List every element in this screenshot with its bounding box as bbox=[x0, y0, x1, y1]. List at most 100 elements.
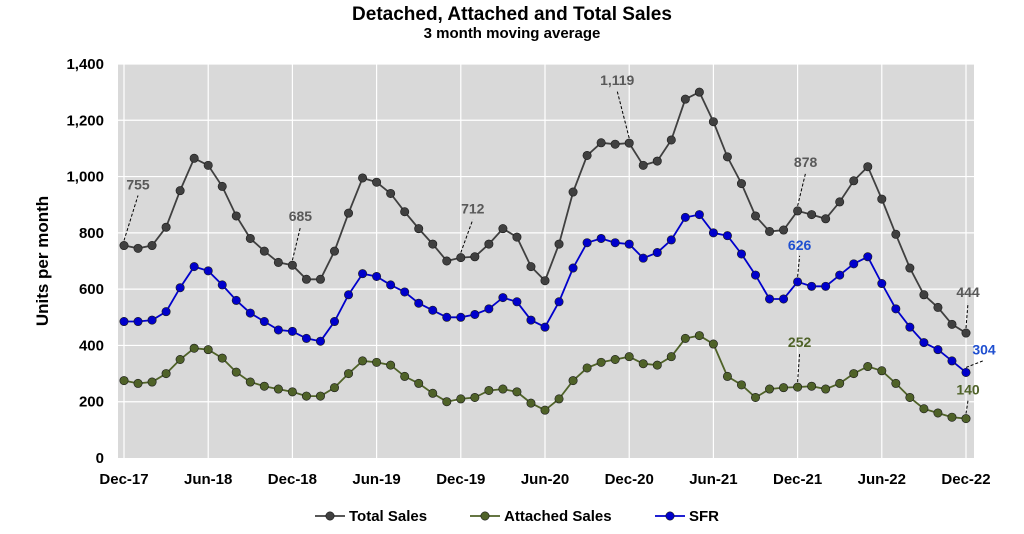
data-point-sfr bbox=[470, 309, 480, 319]
data-point-total-sales bbox=[708, 117, 718, 127]
y-tick-label: 1,000 bbox=[66, 169, 104, 186]
label-leader-line bbox=[123, 195, 139, 241]
data-label: 755 bbox=[126, 177, 150, 193]
data-point-total-sales bbox=[161, 222, 171, 232]
data-point-sfr bbox=[456, 312, 466, 322]
data-point-total-sales bbox=[779, 225, 789, 235]
x-tick-label: Dec-22 bbox=[941, 471, 990, 488]
data-label: 252 bbox=[788, 334, 812, 350]
x-tick-label: Jun-22 bbox=[858, 471, 906, 488]
data-point-total-sales bbox=[400, 207, 410, 217]
data-point-attached-sales bbox=[961, 414, 971, 424]
data-point-attached-sales bbox=[919, 404, 929, 414]
x-tick-label: Jun-20 bbox=[521, 471, 569, 488]
data-point-total-sales bbox=[736, 179, 746, 189]
chart-title: Detached, Attached and Total Sales bbox=[352, 4, 672, 25]
data-point-attached-sales bbox=[512, 387, 522, 397]
data-point-sfr bbox=[863, 252, 873, 262]
data-point-attached-sales bbox=[400, 371, 410, 381]
data-point-total-sales bbox=[147, 241, 157, 251]
data-point-sfr bbox=[245, 308, 255, 318]
data-point-total-sales bbox=[947, 319, 957, 329]
data-point-attached-sales bbox=[596, 357, 606, 367]
label-leader-line bbox=[797, 255, 801, 277]
data-point-attached-sales bbox=[835, 378, 845, 388]
data-point-attached-sales bbox=[905, 392, 915, 402]
data-point-total-sales bbox=[259, 246, 269, 256]
data-point-attached-sales bbox=[526, 398, 536, 408]
data-point-sfr bbox=[231, 295, 241, 305]
x-tick-label: Dec-18 bbox=[268, 471, 317, 488]
data-point-sfr bbox=[498, 293, 508, 303]
chart-subtitle: 3 month moving average bbox=[423, 25, 601, 42]
data-point-total-sales bbox=[133, 243, 143, 253]
data-point-sfr bbox=[301, 333, 311, 343]
y-tick-label: 200 bbox=[79, 394, 104, 411]
data-point-total-sales bbox=[919, 290, 929, 300]
data-point-attached-sales bbox=[694, 331, 704, 341]
data-point-total-sales bbox=[498, 224, 508, 234]
label-leader-line bbox=[965, 359, 985, 368]
label-leader-line bbox=[460, 219, 474, 253]
data-point-sfr bbox=[722, 231, 732, 241]
data-label: 1,119 bbox=[600, 72, 634, 88]
data-point-sfr bbox=[793, 277, 803, 287]
data-point-attached-sales bbox=[301, 391, 311, 401]
data-point-attached-sales bbox=[750, 392, 760, 402]
data-point-sfr bbox=[512, 297, 522, 307]
data-point-attached-sales bbox=[245, 377, 255, 387]
data-point-attached-sales bbox=[386, 360, 396, 370]
data-point-attached-sales bbox=[231, 367, 241, 377]
data-point-sfr bbox=[217, 280, 227, 290]
data-point-attached-sales bbox=[372, 357, 382, 367]
data-point-sfr bbox=[273, 325, 283, 335]
data-point-total-sales bbox=[358, 173, 368, 183]
data-point-total-sales bbox=[877, 194, 887, 204]
data-point-attached-sales bbox=[147, 377, 157, 387]
data-point-total-sales bbox=[203, 160, 213, 170]
label-leader-line bbox=[291, 227, 301, 261]
data-label: 685 bbox=[289, 208, 313, 224]
data-point-total-sales bbox=[372, 177, 382, 187]
data-label: 712 bbox=[461, 201, 485, 217]
data-point-total-sales bbox=[456, 253, 466, 263]
data-point-total-sales bbox=[554, 239, 564, 249]
data-point-attached-sales bbox=[807, 381, 817, 391]
data-point-attached-sales bbox=[119, 376, 129, 386]
data-point-sfr bbox=[442, 312, 452, 322]
data-point-total-sales bbox=[807, 210, 817, 220]
data-point-attached-sales bbox=[877, 366, 887, 376]
data-point-total-sales bbox=[666, 135, 676, 145]
data-point-total-sales bbox=[414, 224, 424, 234]
data-point-sfr bbox=[428, 305, 438, 315]
data-point-sfr bbox=[652, 248, 662, 258]
data-point-attached-sales bbox=[765, 384, 775, 394]
series-group bbox=[119, 87, 971, 424]
legend-marker bbox=[325, 511, 335, 521]
legend-label: Total Sales bbox=[349, 508, 427, 525]
data-point-sfr bbox=[175, 283, 185, 293]
data-point-sfr bbox=[694, 210, 704, 220]
legend-marker bbox=[665, 511, 675, 521]
data-point-sfr bbox=[919, 338, 929, 348]
data-label: 444 bbox=[956, 284, 980, 300]
data-point-sfr bbox=[287, 326, 297, 336]
data-point-attached-sales bbox=[821, 384, 831, 394]
data-point-total-sales bbox=[624, 138, 634, 148]
data-point-attached-sales bbox=[680, 333, 690, 343]
data-point-total-sales bbox=[287, 260, 297, 270]
label-leader-line bbox=[965, 400, 969, 414]
data-label: 140 bbox=[956, 382, 980, 398]
data-point-attached-sales bbox=[442, 397, 452, 407]
data-point-total-sales bbox=[175, 186, 185, 196]
data-point-sfr bbox=[484, 304, 494, 314]
data-point-attached-sales bbox=[470, 392, 480, 402]
data-point-sfr bbox=[708, 228, 718, 238]
data-point-total-sales bbox=[610, 139, 620, 149]
y-tick-label: 0 bbox=[96, 450, 104, 467]
data-point-sfr bbox=[947, 356, 957, 366]
legend-label: Attached Sales bbox=[504, 508, 612, 525]
data-label: 626 bbox=[788, 237, 812, 253]
data-point-attached-sales bbox=[217, 353, 227, 363]
x-axis-ticks: Dec-17 Jun-18 Dec-18 Jun-19 Dec-19 Jun-20 Dec-… bbox=[99, 471, 990, 488]
